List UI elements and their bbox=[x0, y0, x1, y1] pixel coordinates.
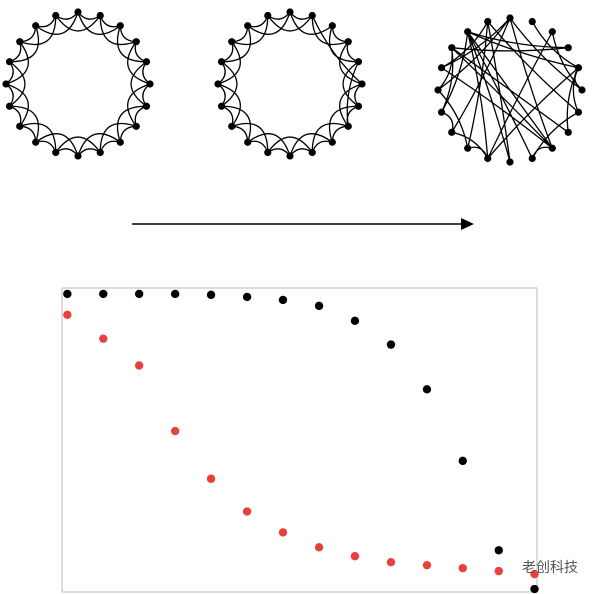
node bbox=[564, 44, 572, 52]
point bbox=[170, 289, 180, 299]
node bbox=[437, 64, 446, 72]
point bbox=[206, 290, 216, 300]
point bbox=[314, 301, 324, 311]
node bbox=[74, 8, 82, 16]
node bbox=[52, 11, 60, 20]
node bbox=[286, 8, 294, 16]
node bbox=[484, 17, 492, 26]
point bbox=[99, 289, 108, 299]
node bbox=[132, 38, 140, 46]
point bbox=[63, 289, 72, 299]
point bbox=[134, 361, 144, 370]
point bbox=[350, 552, 360, 561]
point bbox=[530, 584, 539, 594]
node bbox=[548, 144, 556, 152]
node bbox=[574, 64, 583, 72]
arrow-head bbox=[461, 218, 474, 230]
plot-area bbox=[63, 289, 539, 594]
plot-frame bbox=[61, 287, 538, 593]
node bbox=[5, 102, 14, 110]
node bbox=[574, 108, 583, 116]
point bbox=[170, 426, 180, 436]
point bbox=[422, 385, 432, 394]
node bbox=[358, 80, 366, 88]
network-diagrams bbox=[2, 8, 586, 166]
node bbox=[344, 38, 352, 46]
point bbox=[458, 563, 467, 573]
node bbox=[264, 148, 272, 157]
node bbox=[448, 44, 456, 52]
node bbox=[2, 80, 10, 88]
point bbox=[386, 340, 396, 349]
point bbox=[206, 474, 216, 483]
point bbox=[99, 334, 108, 343]
node bbox=[116, 22, 124, 30]
node bbox=[308, 148, 316, 157]
node bbox=[448, 128, 456, 136]
point bbox=[314, 543, 324, 552]
point bbox=[63, 310, 72, 320]
point bbox=[242, 292, 252, 302]
node bbox=[564, 128, 572, 136]
node bbox=[142, 102, 151, 110]
watermark: 老创科技 bbox=[522, 560, 578, 576]
node bbox=[244, 138, 252, 146]
node bbox=[484, 154, 492, 163]
node bbox=[132, 122, 140, 130]
node bbox=[328, 138, 336, 146]
node bbox=[344, 122, 352, 130]
node bbox=[506, 158, 514, 166]
node bbox=[264, 11, 272, 20]
point bbox=[530, 569, 539, 579]
node bbox=[32, 138, 40, 146]
node bbox=[464, 28, 472, 36]
node bbox=[217, 102, 226, 110]
node bbox=[506, 14, 514, 22]
node bbox=[244, 22, 252, 30]
node bbox=[548, 28, 556, 36]
node bbox=[96, 11, 104, 20]
node bbox=[96, 148, 104, 157]
edges bbox=[5, 11, 151, 157]
node bbox=[434, 86, 442, 94]
node bbox=[16, 38, 24, 46]
node bbox=[5, 58, 14, 66]
node bbox=[308, 11, 316, 20]
node bbox=[528, 154, 536, 163]
edges bbox=[437, 17, 583, 163]
node bbox=[146, 80, 154, 88]
node bbox=[578, 86, 586, 94]
point bbox=[242, 507, 252, 516]
node bbox=[228, 122, 236, 130]
point bbox=[494, 546, 503, 555]
node bbox=[116, 138, 124, 146]
node bbox=[16, 122, 24, 130]
node bbox=[328, 22, 336, 30]
point bbox=[458, 456, 467, 466]
point bbox=[134, 289, 144, 299]
node bbox=[217, 58, 226, 66]
point bbox=[422, 560, 432, 570]
node bbox=[354, 58, 363, 66]
node bbox=[464, 144, 472, 152]
node bbox=[437, 108, 446, 116]
node bbox=[286, 152, 294, 160]
point bbox=[278, 295, 288, 305]
node bbox=[52, 148, 60, 157]
edges bbox=[217, 11, 363, 157]
node bbox=[528, 17, 536, 26]
node bbox=[214, 80, 222, 88]
point bbox=[350, 316, 360, 325]
node bbox=[228, 38, 236, 46]
node bbox=[354, 102, 363, 110]
point bbox=[386, 557, 396, 567]
point bbox=[278, 528, 288, 537]
node bbox=[142, 58, 151, 66]
node bbox=[32, 22, 40, 30]
point bbox=[494, 566, 503, 576]
node bbox=[74, 152, 82, 160]
